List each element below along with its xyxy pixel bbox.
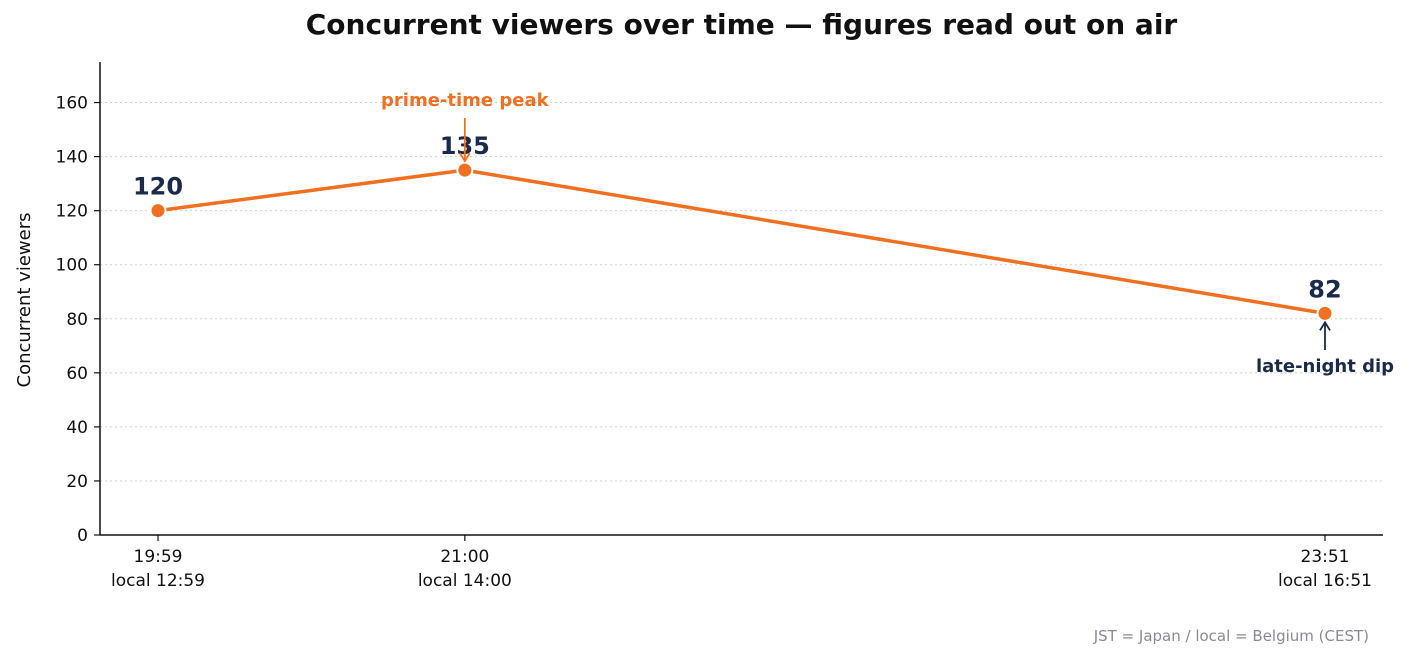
y-tick-label: 80 bbox=[66, 310, 88, 330]
annotation-arrow-head bbox=[459, 152, 471, 163]
y-tick-label: 100 bbox=[56, 256, 88, 276]
x-tick-label: 23:51 bbox=[1301, 547, 1350, 567]
y-axis-label: Concurrent viewers bbox=[14, 213, 35, 388]
x-tick-local-label: local 16:51 bbox=[1278, 571, 1372, 591]
x-tick-local-label: local 14:00 bbox=[418, 571, 512, 591]
grid-lines bbox=[100, 102, 1383, 482]
data-point bbox=[1316, 304, 1334, 322]
chart-title: Concurrent viewers over time — figures r… bbox=[305, 8, 1178, 41]
y-tick-label: 160 bbox=[56, 94, 88, 114]
x-tick-label: 21:00 bbox=[440, 547, 489, 567]
data-point bbox=[456, 161, 474, 179]
x-ticks: 19:59 local 12:59 21:00 local 14:00 23:51 loc… bbox=[111, 535, 1372, 591]
y-tick-label: 120 bbox=[56, 202, 88, 222]
annotations: prime-time peak late-night dip bbox=[381, 90, 1394, 377]
footnote: JST = Japan / local = Belgium (CEST) bbox=[1093, 627, 1369, 645]
data-point bbox=[149, 202, 167, 220]
series-line bbox=[157, 168, 1326, 316]
series bbox=[149, 161, 1334, 322]
y-ticks: 0 20 40 60 80 100 120 140 160 bbox=[56, 94, 100, 546]
annotation-label: prime-time peak bbox=[381, 90, 550, 111]
y-tick-label: 20 bbox=[66, 472, 88, 492]
y-tick-label: 40 bbox=[66, 418, 88, 438]
x-tick-local-label: local 12:59 bbox=[111, 571, 205, 591]
y-tick-label: 0 bbox=[77, 526, 88, 546]
axes bbox=[99, 62, 1383, 536]
annotation-label: late-night dip bbox=[1256, 356, 1394, 377]
y-tick-label: 60 bbox=[66, 364, 88, 384]
x-tick-label: 19:59 bbox=[134, 547, 183, 567]
data-label: 82 bbox=[1308, 275, 1341, 303]
data-label: 120 bbox=[133, 173, 183, 201]
y-tick-label: 140 bbox=[56, 148, 88, 168]
annotation-arrow-head bbox=[1319, 320, 1331, 331]
